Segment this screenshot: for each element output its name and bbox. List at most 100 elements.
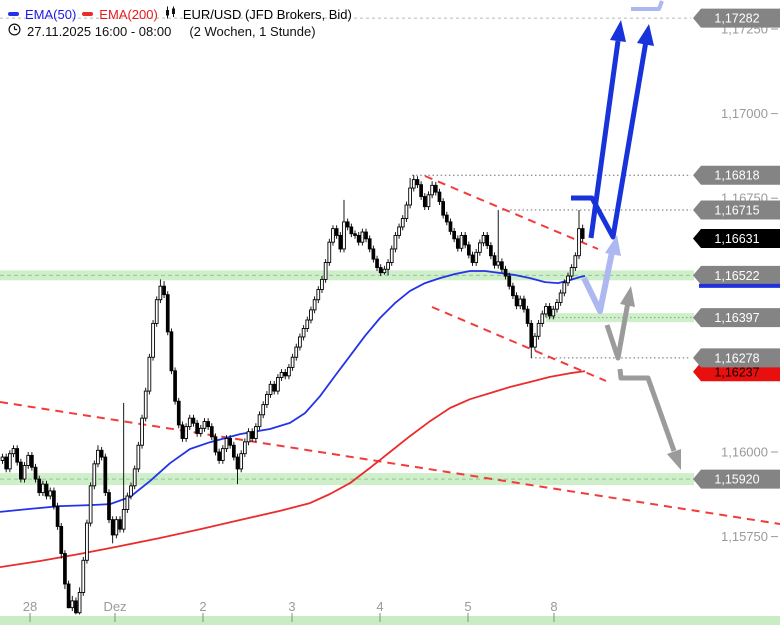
scenario-gray-bounce	[604, 301, 631, 361]
candle-body	[338, 234, 343, 250]
candle-body	[184, 426, 188, 439]
candle-body	[22, 465, 27, 480]
candle-body	[305, 319, 310, 329]
scenario-blue-breakout-1-arrowhead	[637, 24, 654, 46]
x-axis-tick-label: Dez	[103, 599, 126, 614]
falling-trendline-mid	[431, 306, 607, 382]
candle-body	[239, 453, 244, 470]
candle-body	[198, 427, 203, 434]
candle-body	[393, 234, 398, 250]
price-tag-label: 1,16278	[714, 351, 759, 365]
candle-body	[55, 505, 60, 527]
ema50-line	[0, 270, 586, 513]
candle-body	[209, 426, 214, 438]
candle-body	[378, 267, 383, 274]
candle-body	[474, 251, 479, 263]
candle-body	[77, 591, 82, 614]
candle-body	[422, 196, 427, 208]
candle-body	[452, 230, 457, 240]
candle-body	[151, 322, 155, 358]
candle-body	[448, 221, 453, 232]
candle-body	[386, 262, 390, 270]
candle-body	[140, 417, 144, 446]
candle-body	[342, 221, 346, 250]
candle-body	[0, 456, 5, 461]
candle-body	[92, 463, 97, 487]
candle-body	[44, 483, 49, 497]
candle-body	[52, 490, 56, 507]
symbol-title: EUR/USD (JFD Brokers, Bid)	[182, 6, 352, 22]
candle-body	[243, 441, 247, 455]
x-axis-tick-label: 5	[464, 599, 471, 614]
candle-body	[577, 228, 581, 257]
candle-body	[312, 299, 317, 311]
candle-body	[437, 191, 442, 203]
candle-body	[492, 255, 497, 266]
candle-body	[536, 322, 541, 337]
price-tag-label: 1,17282	[714, 12, 759, 26]
period-label: 27.11.2025 16:00 - 08:00	[27, 23, 172, 39]
candle-body	[202, 421, 207, 429]
ema200-legend-label: EMA(200)	[99, 6, 158, 22]
support-resistance-zone	[546, 313, 694, 323]
candle-body	[85, 522, 89, 561]
candle-body	[121, 509, 126, 530]
candle-body	[327, 241, 332, 263]
candle-body	[375, 258, 379, 269]
candle-body	[206, 421, 210, 428]
candle-body	[279, 372, 284, 379]
candle-body	[59, 525, 64, 554]
candle-body	[481, 234, 486, 244]
candle-body	[246, 431, 251, 443]
candle-body	[316, 289, 321, 301]
candle-body	[544, 306, 548, 315]
candle-body	[580, 228, 585, 239]
candle-body	[41, 483, 45, 494]
candle-body	[371, 248, 376, 260]
candle-body	[96, 449, 100, 465]
candle-body	[489, 245, 493, 257]
candle-body	[511, 285, 515, 297]
price-tag-label: 1,15920	[714, 473, 759, 487]
candle-body	[529, 322, 534, 348]
candle-body	[125, 495, 130, 510]
price-tag-gray	[693, 348, 780, 368]
candle-body	[334, 228, 339, 236]
candle-body	[298, 336, 302, 348]
x-axis-tick-label: 8	[550, 599, 557, 614]
x-axis-strip	[0, 616, 780, 625]
candle-body	[191, 417, 196, 424]
candle-body	[26, 454, 31, 466]
candle-body	[353, 233, 357, 236]
candle-body	[496, 261, 501, 266]
scenario-gray-bounce-arrowhead	[620, 286, 635, 307]
candle-body	[81, 559, 86, 593]
candle-body	[213, 436, 218, 453]
price-tag-black	[693, 228, 780, 248]
ema50-color-swatch	[8, 12, 19, 16]
candle-body	[143, 390, 148, 419]
candle-body	[4, 456, 9, 470]
candle-body	[250, 431, 255, 439]
candle-body	[500, 261, 504, 270]
candle-body	[349, 226, 354, 235]
candle-body	[301, 328, 306, 338]
y-axis-tick-label: 1,17000	[721, 106, 768, 121]
ema50-axis-marker	[699, 283, 780, 288]
candle-body	[228, 438, 233, 446]
price-tag-gray	[693, 469, 780, 489]
candle-body	[323, 262, 328, 280]
candle-body	[478, 242, 482, 253]
candle-body	[217, 451, 221, 461]
candle-body	[397, 226, 401, 236]
candle-body	[110, 519, 115, 536]
candle-body	[268, 383, 273, 395]
candle-body	[265, 394, 269, 406]
candle-body	[419, 184, 423, 197]
candle-body	[114, 519, 119, 536]
candle-body	[573, 255, 578, 269]
price-tag-label: 1,16397	[714, 311, 759, 325]
candle-body	[74, 600, 78, 614]
scenario-blue-breakout-1	[571, 40, 649, 240]
